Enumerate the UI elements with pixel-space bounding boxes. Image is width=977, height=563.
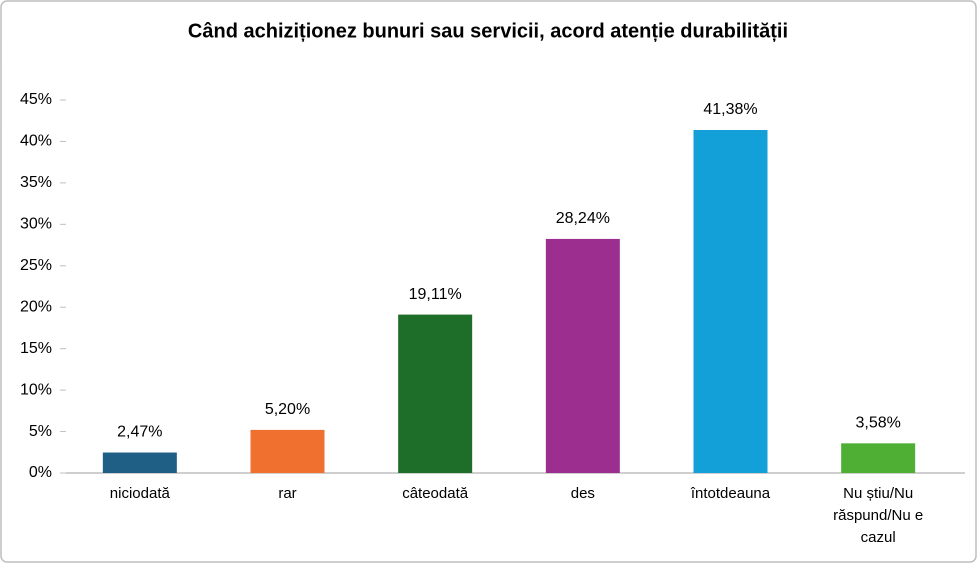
data-label: 2,47% bbox=[117, 424, 162, 441]
x-tick-label: Nu știu/Nu răspund/Nu e cazul bbox=[833, 485, 924, 546]
y-tick-label: 25% bbox=[20, 257, 52, 274]
data-label: 41,38% bbox=[703, 101, 757, 118]
data-label: 28,24% bbox=[556, 210, 610, 227]
y-tick-label: 10% bbox=[20, 381, 52, 398]
x-tick-label: întotdeauna bbox=[690, 485, 771, 502]
data-label: 5,20% bbox=[265, 401, 310, 418]
y-tick-label: 45% bbox=[20, 91, 52, 108]
y-tick-label: 0% bbox=[29, 464, 52, 481]
x-tick-label: rar bbox=[278, 485, 297, 502]
y-tick-label: 30% bbox=[20, 216, 52, 233]
bar bbox=[693, 130, 768, 473]
bar bbox=[398, 314, 473, 473]
y-tick-label: 15% bbox=[20, 340, 52, 357]
x-tick-label: des bbox=[570, 485, 595, 502]
bar bbox=[545, 238, 620, 473]
data-label: 3,58% bbox=[855, 415, 900, 432]
y-tick-label: 20% bbox=[20, 298, 52, 315]
y-tick-label: 40% bbox=[20, 133, 52, 150]
bar bbox=[841, 443, 916, 473]
x-tick-label: niciodată bbox=[109, 485, 170, 502]
y-tick-label: 35% bbox=[20, 174, 52, 191]
bar bbox=[102, 452, 177, 473]
bar bbox=[250, 429, 325, 473]
data-label: 19,11% bbox=[409, 286, 462, 303]
y-tick-label: 5% bbox=[29, 423, 52, 440]
chart-title: Când achiziționez bunuri sau servicii, a… bbox=[188, 20, 788, 42]
x-tick-label: câteodată bbox=[402, 485, 469, 502]
